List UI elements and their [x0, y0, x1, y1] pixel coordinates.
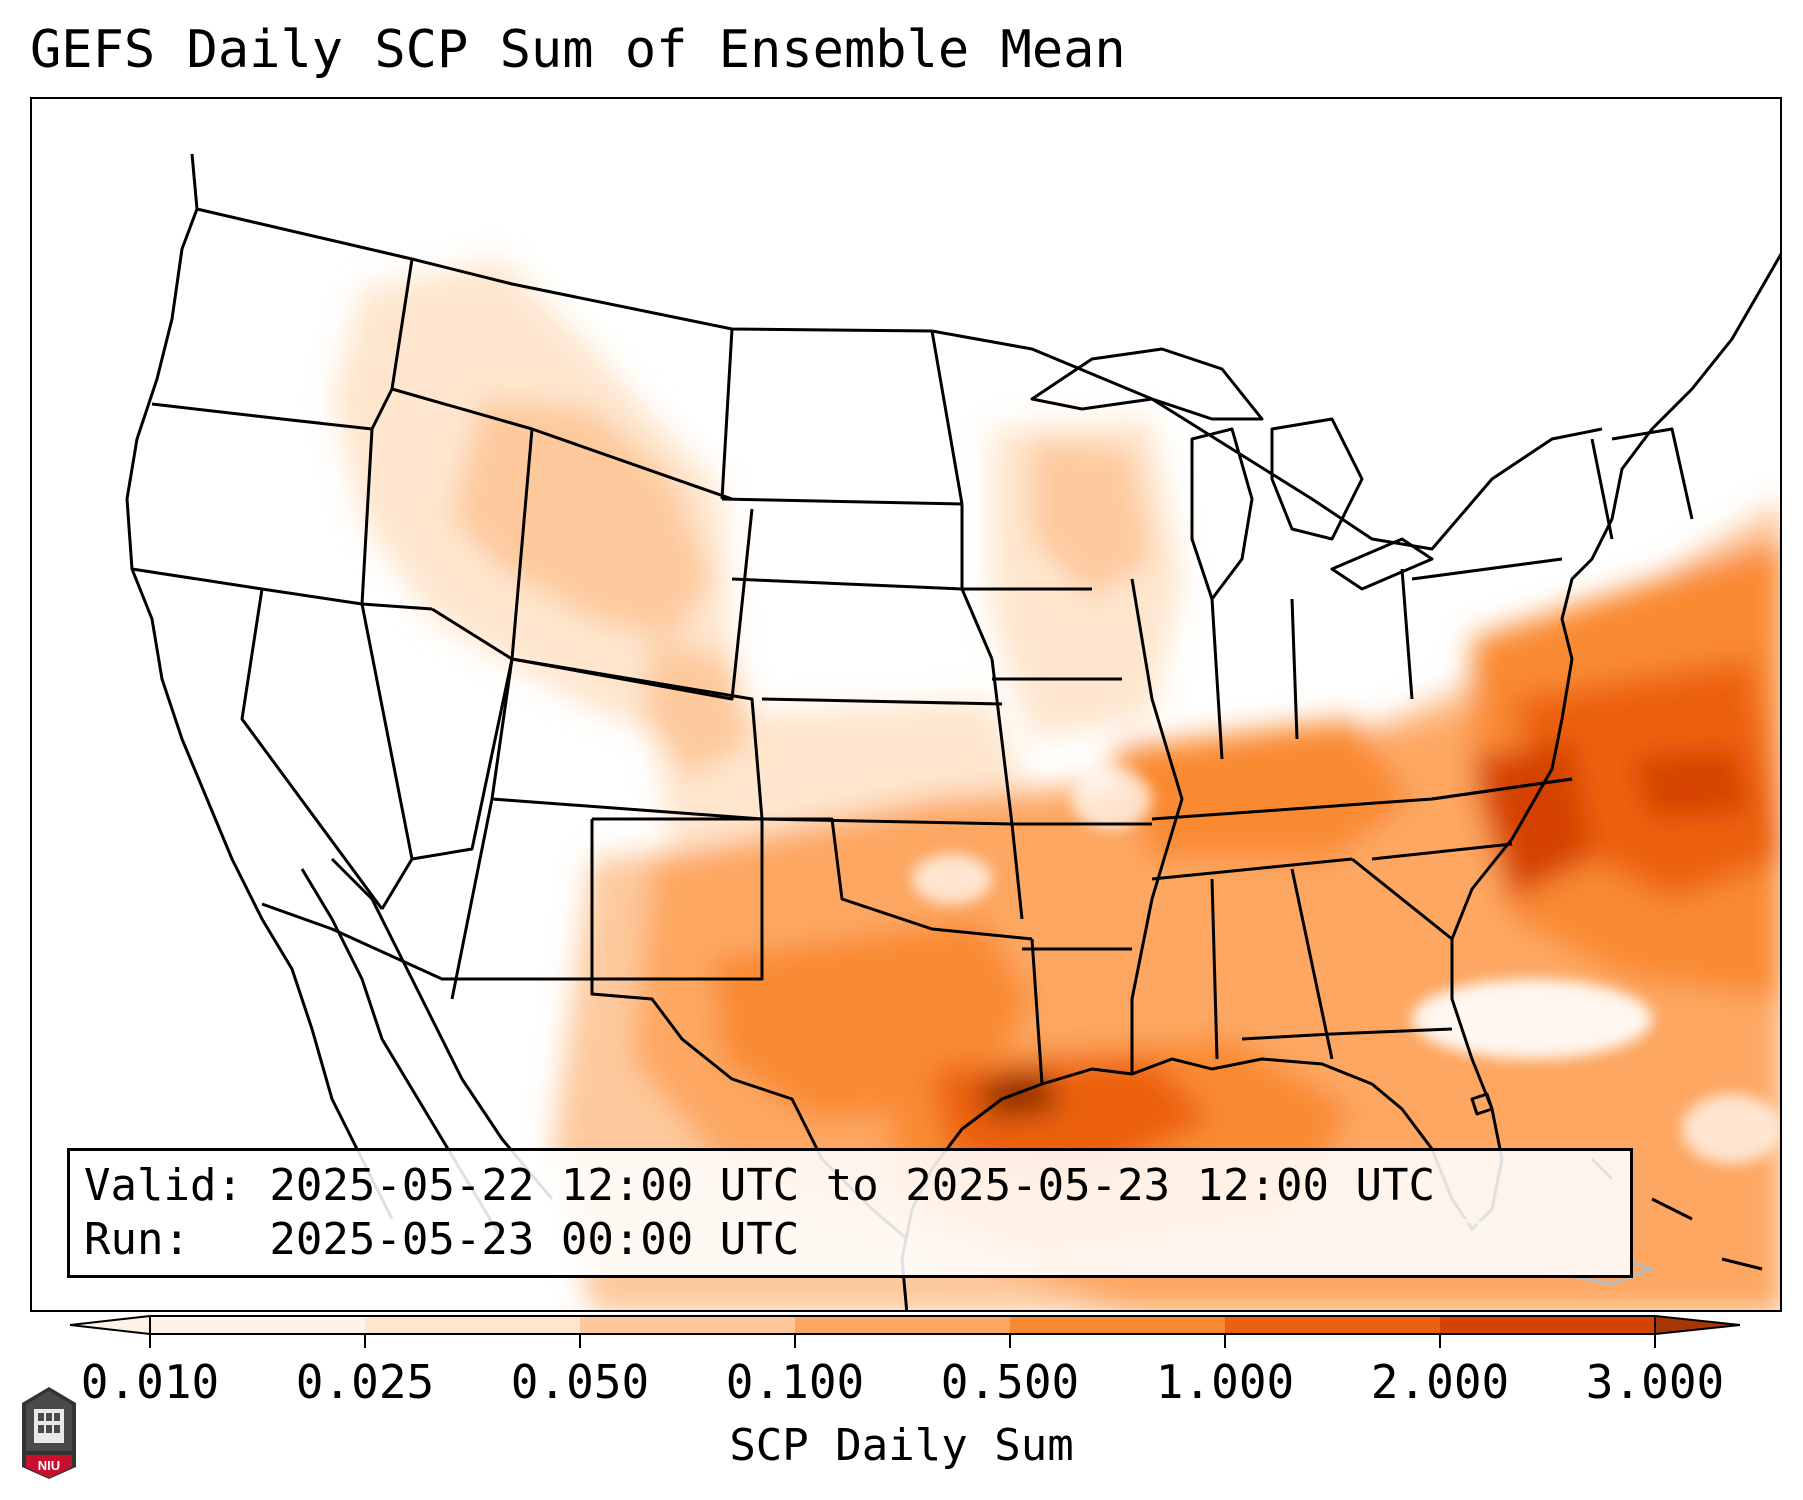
state-ne-ks	[761, 697, 1003, 706]
lake-huron	[1270, 417, 1364, 541]
shade-atlantic-core	[1632, 749, 1752, 819]
gap-oklahoma	[912, 854, 992, 904]
shade-colorado-pale	[642, 639, 752, 779]
colorbar-segment	[795, 1316, 1011, 1334]
state-nc-sc	[1371, 842, 1513, 861]
colorbar-tick-label: 0.050	[510, 1355, 650, 1409]
state-az-nm	[450, 798, 594, 1000]
state-nv-az	[360, 603, 414, 910]
shade-tn-valley	[1112, 719, 1412, 859]
lake-superior	[1030, 347, 1264, 421]
lake-erie	[1330, 537, 1434, 591]
state-ga-sc	[1351, 857, 1453, 941]
state-sd-ne	[731, 577, 963, 591]
state-la-tx	[1030, 938, 1044, 1085]
state-in-oh	[1290, 598, 1299, 740]
colorbar-extend-low	[70, 1314, 151, 1336]
colorbar-segment	[1225, 1316, 1441, 1334]
state-wa-or	[151, 402, 373, 431]
state-dakotas-mn	[930, 330, 994, 660]
colorbar	[70, 1314, 1740, 1348]
pacific-coastline	[125, 153, 394, 1220]
scp-gaps	[912, 769, 1780, 1164]
colorbar-tick-label: 0.100	[725, 1355, 865, 1409]
valid-time-text: Valid: 2025-05-22 12:00 UTC to 2025-05-2…	[84, 1160, 1436, 1211]
state-nm-tx	[592, 817, 764, 981]
state-lines	[131, 258, 1694, 1085]
colorbar-segment	[150, 1316, 366, 1334]
run-time-text: Run: 2025-05-23 00:00 UTC	[84, 1214, 800, 1265]
lake-okeechobee	[1470, 1092, 1494, 1116]
shade-rockies-pale	[452, 399, 712, 639]
state-ga-fl	[1241, 1027, 1453, 1041]
border-canada-east	[931, 329, 1603, 551]
state-al-ga	[1290, 868, 1334, 1060]
colorbar-tick-label: 0.500	[940, 1355, 1080, 1409]
state-ut	[411, 607, 514, 861]
map-svg	[125, 153, 1780, 1310]
state-tn-south	[1151, 857, 1353, 881]
state-va-nc	[1431, 777, 1573, 801]
state-new-england	[1611, 427, 1694, 520]
colorbar-extend-high	[1654, 1314, 1740, 1336]
colorbar-border	[149, 1315, 1656, 1335]
state-mt-nd	[720, 328, 734, 500]
state-nv-ca	[240, 588, 384, 910]
state-ms-al	[1210, 878, 1219, 1060]
svg-text:NIU: NIU	[38, 1458, 60, 1473]
state-ny-ne	[1590, 438, 1614, 540]
gap-bahamas	[1682, 1094, 1780, 1164]
state-or-ca-nv	[131, 567, 433, 611]
colorbar-tick-label: 2.000	[1370, 1355, 1510, 1409]
colorbar-segment	[580, 1316, 796, 1334]
colorbar-label: SCP Daily Sum	[729, 1420, 1074, 1471]
gap-florida	[1412, 979, 1652, 1059]
colorbar-tick-label: 1.000	[1155, 1355, 1295, 1409]
colorbar-tick-label: 3.000	[1585, 1355, 1725, 1409]
gap-missouri	[1072, 769, 1152, 829]
state-wy	[510, 428, 754, 701]
state-nd-sd	[721, 497, 963, 506]
colorbar-tick-label: 0.010	[80, 1355, 220, 1409]
colorbar-segment	[1010, 1316, 1226, 1334]
state-id-west	[360, 258, 414, 605]
valid-run-box: Valid: 2025-05-22 12:00 UTC to 2025-05-2…	[67, 1148, 1633, 1278]
shade-wisconsin-pale	[1032, 439, 1152, 599]
colorbar-segment	[1440, 1316, 1656, 1334]
border-canada-west	[196, 207, 933, 333]
mexico-west-coast	[330, 857, 554, 1200]
state-il-in	[1210, 598, 1224, 760]
state-oh-pa	[1400, 568, 1414, 700]
map-panel	[30, 97, 1782, 1312]
colorbar-segment	[365, 1316, 581, 1334]
colorbar-tick-label: 0.025	[295, 1355, 435, 1409]
niu-logo: NIU	[22, 1387, 76, 1479]
state-pa-ny	[1411, 557, 1563, 581]
state-ok-tx	[762, 817, 1033, 941]
state-ms-river	[1130, 578, 1184, 1074]
lake-michigan	[1190, 427, 1254, 601]
chart-title: GEFS Daily SCP Sum of Ensemble Mean	[30, 20, 1126, 80]
